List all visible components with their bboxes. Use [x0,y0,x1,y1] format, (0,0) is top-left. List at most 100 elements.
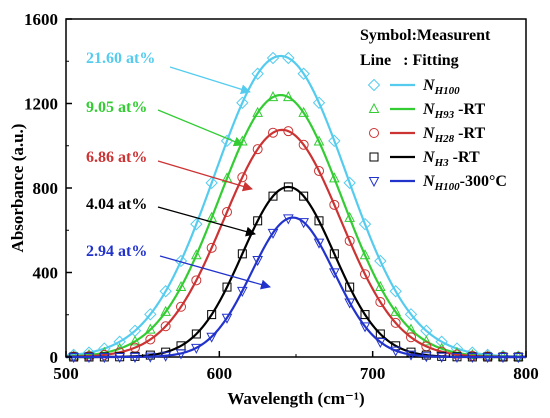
x-tick-label-2: 700 [360,364,386,383]
legend-symbol-3 [369,152,379,162]
data-point-4-1 [83,352,95,364]
fit-curve-0 [65,54,527,358]
legend-items: NH100 NH93 -RT NH28 -RT NH3 -RT NH100-300°C [367,77,507,193]
data-point-1-26 [467,348,478,360]
data-point-4-22 [405,350,417,361]
legend-symbol-0 [367,78,381,92]
data-point-4-28 [497,352,509,364]
data-point-1-20 [375,280,386,292]
data-point-2-19 [360,269,370,280]
data-point-4-9 [206,332,217,343]
annotation-arrow-2 [157,160,253,192]
legend-label-4: NH100-300°C [422,173,507,193]
data-point-0-22 [404,308,418,321]
data-point-0-18 [343,176,356,190]
data-point-2-13 [268,127,278,138]
annotation-arrow-3 [157,206,256,237]
data-point-1-23 [421,335,432,346]
data-point-4-12 [252,256,263,267]
fit-curve-1 [65,93,527,359]
data-point-2-14 [283,126,294,137]
data-point-0-14 [282,51,295,65]
data-point-2-5 [145,334,156,345]
legend-symbol-2 [369,128,379,138]
y-tick-label-0: 0 [50,348,59,367]
x-axis-title: Wavelength (cm⁻¹) [227,389,364,408]
data-point-2-20 [375,297,386,308]
x-tick-label-1: 600 [207,364,233,383]
data-point-1-0 [68,350,79,361]
data-point-0-5 [144,308,157,321]
data-point-0-10 [220,134,234,148]
data-point-4-21 [390,346,401,357]
data-point-4-5 [145,352,156,363]
data-point-4-17 [329,268,340,279]
data-point-4-11 [237,286,248,298]
data-point-3-9 [207,310,217,320]
data-point-2-6 [160,321,171,332]
annotation-label-2: 6.86 at% [86,149,147,166]
data-point-4-15 [298,218,309,229]
data-point-0-20 [374,254,387,268]
data-point-3-16 [314,216,324,226]
data-point-2-18 [344,235,355,246]
data-point-1-8 [191,249,202,260]
data-point-0-19 [358,217,372,231]
data-point-2-15 [298,139,309,150]
data-point-1-15 [298,106,309,117]
data-point-0-8 [190,217,203,231]
y-tick-label-2: 800 [33,179,59,198]
legend-label-3: NH3 -RT [422,149,480,169]
x-tick-label-3: 800 [513,364,539,383]
data-point-4-3 [114,352,125,364]
data-point-1-1 [83,348,95,360]
data-point-3-17 [329,249,339,259]
data-point-3-13 [268,191,278,201]
legend-symbol-1 [368,102,380,113]
data-point-4-18 [344,298,355,309]
annotation-label-4: 2.94 at% [86,243,147,260]
data-point-0-11 [236,96,249,109]
data-point-3-12 [253,216,263,226]
data-point-0-9 [205,176,218,190]
legend: Symbol:Measurent Line : Fitting NH100 NH9… [360,27,507,193]
data-point-3-11 [237,249,247,259]
x-tick-label-0: 500 [53,364,79,383]
y-axis-title: Absorbance (a.u.) [8,124,27,253]
data-point-4-24 [436,352,447,363]
data-point-4-27 [482,352,493,364]
data-point-0-17 [328,134,341,148]
data-point-4-8 [191,343,202,354]
data-point-4-13 [267,228,279,239]
tick-layer: 500 600 700 800 0 400 800 1200 1600 [24,10,539,383]
legend-label-0: NH100 [422,77,460,97]
data-point-1-6 [160,305,171,316]
data-point-3-8 [191,329,201,339]
annotation-arrow-1 [157,109,244,147]
data-point-1-17 [329,172,340,183]
annotation-arrow-0 [169,66,251,95]
data-point-4-25 [451,352,463,364]
data-point-3-10 [222,282,232,292]
data-point-1-5 [145,323,156,334]
data-point-1-7 [175,280,187,292]
data-point-2-10 [222,207,232,218]
data-point-4-20 [375,337,386,349]
y-tick-label-4: 1600 [24,10,58,29]
data-point-4-29 [513,352,524,364]
data-point-0-6 [159,285,172,298]
data-point-2-9 [206,242,217,253]
data-point-1-14 [283,91,294,102]
data-point-0-15 [297,67,310,80]
data-point-1-19 [359,249,371,260]
data-point-3-14 [283,182,293,192]
data-point-1-12 [252,106,263,117]
data-point-2-16 [314,165,324,176]
legend-symbol-4 [368,177,380,188]
data-point-4-14 [283,214,294,225]
fit-curve-2 [65,128,526,359]
data-point-3-18 [345,282,355,292]
data-point-4-16 [313,238,325,249]
annotation-label-1: 9.05 at% [86,99,147,116]
data-point-2-17 [329,199,340,210]
